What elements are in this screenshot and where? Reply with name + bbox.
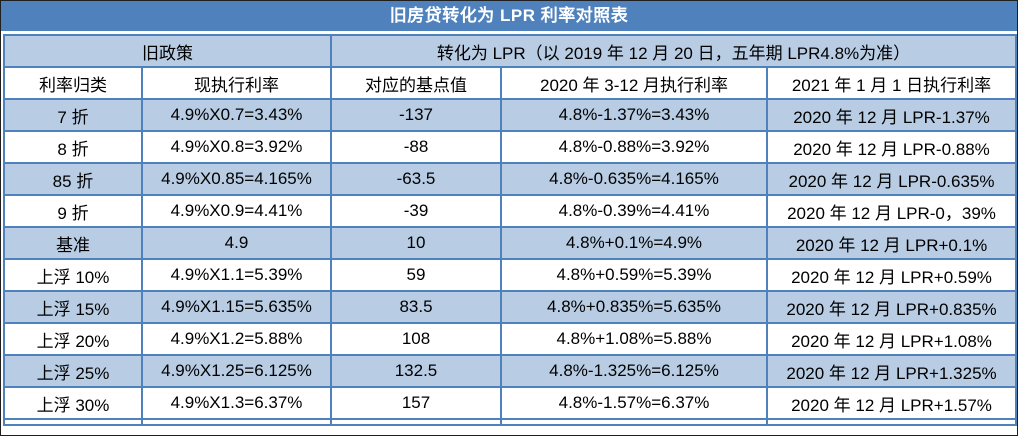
table-cell: 2020 年 12 月 LPR+1.08%	[765, 322, 1017, 356]
column-header-rate-category: 利率归类	[3, 66, 143, 100]
table-row: 基准 4.9 10 4.8%+0.1%=4.9% 2020 年 12 月 LPR…	[3, 226, 1017, 260]
table-cell	[3, 418, 143, 426]
cropped-bottom-row	[3, 418, 1017, 426]
table-cell: 2020 年 12 月 LPR+0.59%	[765, 258, 1017, 292]
table-cell	[330, 418, 502, 426]
table-cell: 132.5	[330, 354, 502, 388]
policy-header-row: 旧政策 转化为 LPR（以 2019 年 12 月 20 日，五年期 LPR4.…	[3, 34, 1017, 68]
table-cell: -63.5	[330, 162, 502, 196]
table-cell: -39	[330, 194, 502, 228]
column-header-basis-points: 对应的基点值	[330, 66, 502, 100]
table-cell: 9 折	[3, 194, 143, 228]
table-row: 8 折 4.9%X0.8=3.92% -88 4.8%-0.88%=3.92% …	[3, 130, 1017, 164]
table-row: 9 折 4.9%X0.9=4.41% -39 4.8%-0.39%=4.41% …	[3, 194, 1017, 228]
table-row: 上浮 10% 4.9%X1.1=5.39% 59 4.8%+0.59%=5.39…	[3, 258, 1017, 292]
table-cell: 83.5	[330, 290, 502, 324]
column-header-row: 利率归类 现执行利率 对应的基点值 2020 年 3-12 月执行利率 2021…	[3, 66, 1017, 100]
table-row: 上浮 20% 4.9%X1.2=5.88% 108 4.8%+1.08%=5.8…	[3, 322, 1017, 356]
table-cell	[765, 418, 1017, 426]
table-cell: 上浮 30%	[3, 386, 143, 420]
table-cell: -88	[330, 130, 502, 164]
table-cell: 4.9%X1.15=5.635%	[141, 290, 332, 324]
table-cell	[500, 418, 768, 426]
table-cell: 59	[330, 258, 502, 292]
table-cell: 4.9%X1.1=5.39%	[141, 258, 332, 292]
table-cell: 2020 年 12 月 LPR+1.325%	[765, 354, 1017, 388]
table-cell: 2020 年 12 月 LPR-1.37%	[765, 98, 1017, 132]
table-cell: 8 折	[3, 130, 143, 164]
table-cell: 4.8%+1.08%=5.88%	[500, 322, 768, 356]
table-cell: 4.9%X1.3=6.37%	[141, 386, 332, 420]
table-cell: 上浮 10%	[3, 258, 143, 292]
table-cell: 2020 年 12 月 LPR+0.835%	[765, 290, 1017, 324]
table-cell: 4.9%X0.7=3.43%	[141, 98, 332, 132]
lpr-policy-header: 转化为 LPR（以 2019 年 12 月 20 日，五年期 LPR4.8%为准…	[329, 34, 1017, 68]
table-cell: 4.8%+0.59%=5.39%	[500, 258, 768, 292]
table-cell: 基准	[3, 226, 143, 260]
table-row: 上浮 15% 4.9%X1.15=5.635% 83.5 4.8%+0.835%…	[3, 290, 1017, 324]
table-cell: 4.9	[141, 226, 332, 260]
table-cell: 7 折	[3, 98, 143, 132]
table-cell: 4.9%X0.85=4.165%	[141, 162, 332, 196]
old-policy-header: 旧政策	[3, 34, 332, 68]
table-cell: 157	[330, 386, 502, 420]
table-cell: 2020 年 12 月 LPR+1.57%	[765, 386, 1017, 420]
table-cell: 4.8%+0.835%=5.635%	[500, 290, 768, 324]
table-cell: 4.8%-1.325%=6.125%	[500, 354, 768, 388]
table-cell: 上浮 20%	[3, 322, 143, 356]
table-cell: 2020 年 12 月 LPR+0.1%	[765, 226, 1017, 260]
column-header-2021-rate: 2021 年 1 月 1 日执行利率	[765, 66, 1017, 100]
table-cell: 85 折	[3, 162, 143, 196]
table-cell: 4.8%-1.37%=3.43%	[500, 98, 768, 132]
table-row: 上浮 30% 4.9%X1.3=6.37% 157 4.8%-1.57%=6.3…	[3, 386, 1017, 420]
table-cell: 4.8%-0.39%=4.41%	[500, 194, 768, 228]
table-cell: 4.9%X1.25=6.125%	[141, 354, 332, 388]
table-cell: 4.9%X0.9=4.41%	[141, 194, 332, 228]
table-cell: 4.8%+0.1%=4.9%	[500, 226, 768, 260]
table-cell: 上浮 25%	[3, 354, 143, 388]
table-cell: 2020 年 12 月 LPR-0.635%	[765, 162, 1017, 196]
table-cell: 4.8%-0.88%=3.92%	[500, 130, 768, 164]
table-row: 上浮 25% 4.9%X1.25=6.125% 132.5 4.8%-1.325…	[3, 354, 1017, 388]
table-cell: 108	[330, 322, 502, 356]
table-cell: 4.8%-0.635%=4.165%	[500, 162, 768, 196]
table-cell: 4.9%X1.2=5.88%	[141, 322, 332, 356]
column-header-current-rate: 现执行利率	[141, 66, 332, 100]
table-row: 7 折 4.9%X0.7=3.43% -137 4.8%-1.37%=3.43%…	[3, 98, 1017, 132]
column-header-2020-rate: 2020 年 3-12 月执行利率	[500, 66, 768, 100]
table-cell: -137	[330, 98, 502, 132]
table-cell	[141, 418, 332, 426]
table-cell: 10	[330, 226, 502, 260]
lpr-rate-table: 旧政策 转化为 LPR（以 2019 年 12 月 20 日，五年期 LPR4.…	[3, 34, 1017, 426]
table-cell: 4.8%-1.57%=6.37%	[500, 386, 768, 420]
table-cell: 2020 年 12 月 LPR-0.88%	[765, 130, 1017, 164]
table-cell: 上浮 15%	[3, 290, 143, 324]
title-divider	[1, 31, 1017, 34]
table-cell: 2020 年 12 月 LPR-0，39%	[765, 194, 1017, 228]
table-cell: 4.9%X0.8=3.92%	[141, 130, 332, 164]
table-title: 旧房贷转化为 LPR 利率对照表	[1, 1, 1017, 31]
table-row: 85 折 4.9%X0.85=4.165% -63.5 4.8%-0.635%=…	[3, 162, 1017, 196]
